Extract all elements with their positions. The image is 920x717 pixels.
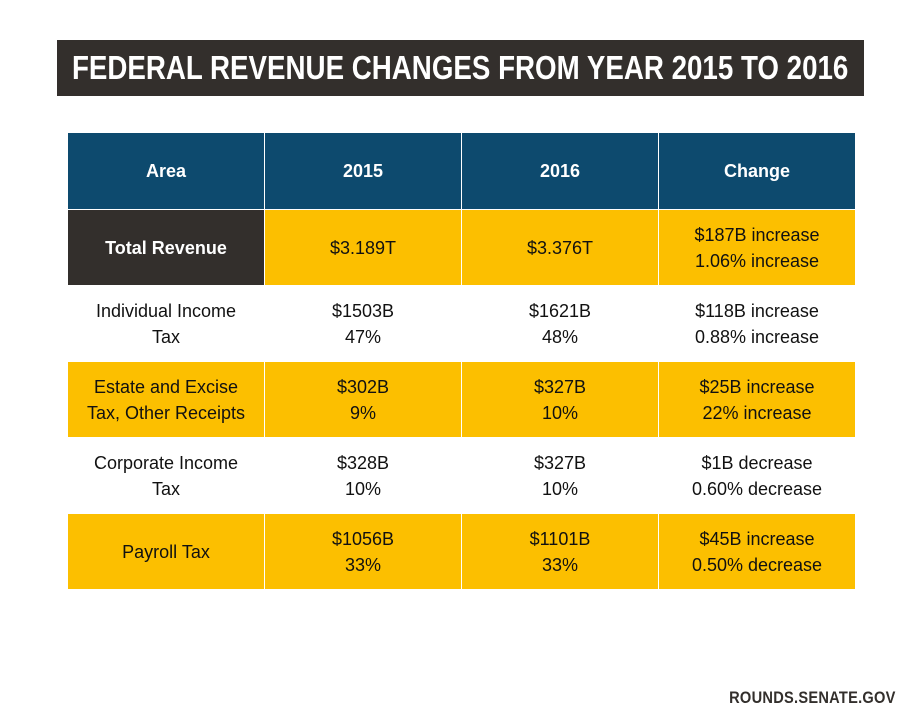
change-percent: 0.60% decrease xyxy=(691,478,823,499)
value-2015: $1503B xyxy=(331,300,395,321)
change-amount: $118B increase xyxy=(695,300,819,321)
value-2016: $327B xyxy=(533,376,587,397)
area-cell: Total Revenue xyxy=(67,209,265,286)
value-2015: $1056B xyxy=(331,528,395,549)
area-text: Individual Income xyxy=(95,300,237,321)
table-row: Estate and Excise Tax, Other Receipts $3… xyxy=(67,361,856,438)
column-header-2015: 2015 xyxy=(264,132,462,210)
area-text: Tax, Other Receipts xyxy=(86,402,246,423)
area-text: Total Revenue xyxy=(105,237,227,258)
title-bar: FEDERAL REVENUE CHANGES FROM YEAR 2015 T… xyxy=(57,40,864,96)
area-text: Corporate Income xyxy=(93,452,239,473)
change-cell: $45B increase 0.50% decrease xyxy=(658,513,856,590)
column-header-2016: 2016 xyxy=(461,132,659,210)
share-2016: 33% xyxy=(541,554,579,575)
area-cell: Estate and Excise Tax, Other Receipts xyxy=(67,361,265,438)
change-percent: 22% increase xyxy=(702,402,812,423)
change-cell: $187B increase 1.06% increase xyxy=(658,209,856,286)
value-2016: $3.376T xyxy=(526,237,594,258)
value-2016-cell: $1621B 48% xyxy=(461,285,659,362)
share-2015: 9% xyxy=(349,402,376,423)
value-2015-cell: $302B 9% xyxy=(264,361,462,438)
revenue-table: Area 2015 2016 Change Total Revenue $3.1… xyxy=(67,132,856,590)
area-cell: Individual Income Tax xyxy=(67,285,265,362)
value-2015-cell: $328B 10% xyxy=(264,437,462,514)
value-2016: $1101B xyxy=(529,528,591,549)
share-2015: 10% xyxy=(344,478,382,499)
area-text: Tax xyxy=(151,478,180,499)
column-header-area: Area xyxy=(67,132,265,210)
value-2016-cell: $327B 10% xyxy=(461,437,659,514)
change-amount: $25B increase xyxy=(699,376,815,397)
table-row: Corporate Income Tax $328B 10% $327B 10%… xyxy=(67,437,856,514)
change-cell: $118B increase 0.88% increase xyxy=(658,285,856,362)
value-2016-cell: $3.376T xyxy=(461,209,659,286)
table-row: Payroll Tax $1056B 33% $1101B 33% $45B i… xyxy=(67,513,856,590)
value-2016: $327B xyxy=(533,452,587,473)
value-2016-cell: $327B 10% xyxy=(461,361,659,438)
change-cell: $1B decrease 0.60% decrease xyxy=(658,437,856,514)
value-2015: $328B xyxy=(336,452,390,473)
table-row: Individual Income Tax $1503B 47% $1621B … xyxy=(67,285,856,362)
table-row: Total Revenue $3.189T $3.376T $187B incr… xyxy=(67,209,856,286)
value-2015-cell: $1503B 47% xyxy=(264,285,462,362)
area-text: Estate and Excise xyxy=(93,376,239,397)
change-percent: 1.06% increase xyxy=(694,250,820,271)
footer-url: ROUNDS.SENATE.GOV xyxy=(729,688,896,707)
change-cell: $25B increase 22% increase xyxy=(658,361,856,438)
change-percent: 0.50% decrease xyxy=(691,554,823,575)
share-2016: 10% xyxy=(541,402,579,423)
share-2015: 33% xyxy=(344,554,382,575)
area-cell: Corporate Income Tax xyxy=(67,437,265,514)
value-2016-cell: $1101B 33% xyxy=(461,513,659,590)
share-2015: 47% xyxy=(344,326,382,347)
share-2016: 10% xyxy=(541,478,579,499)
value-2015-cell: $1056B 33% xyxy=(264,513,462,590)
change-amount: $187B increase xyxy=(694,224,820,245)
value-2015: $302B xyxy=(336,376,390,397)
column-header-change: Change xyxy=(658,132,856,210)
value-2015: $3.189T xyxy=(329,237,397,258)
value-2016: $1621B xyxy=(528,300,592,321)
change-percent: 0.88% increase xyxy=(694,326,820,347)
area-text: Tax xyxy=(151,326,180,347)
page-title: FEDERAL REVENUE CHANGES FROM YEAR 2015 T… xyxy=(72,49,849,86)
change-amount: $45B increase xyxy=(699,528,815,549)
value-2015-cell: $3.189T xyxy=(264,209,462,286)
share-2016: 48% xyxy=(541,326,579,347)
area-text: Payroll Tax xyxy=(122,541,210,562)
area-cell: Payroll Tax xyxy=(67,513,265,590)
change-amount: $1B decrease xyxy=(701,452,813,473)
